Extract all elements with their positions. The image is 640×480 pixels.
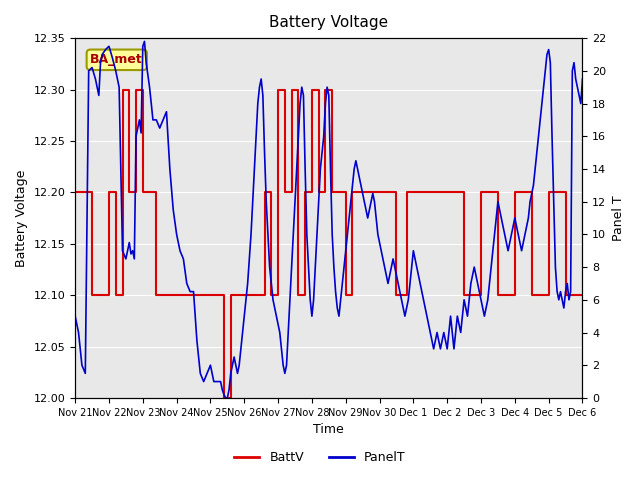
X-axis label: Time: Time: [314, 423, 344, 436]
Text: BA_met: BA_met: [90, 53, 143, 66]
Y-axis label: Battery Voltage: Battery Voltage: [15, 169, 28, 267]
Title: Battery Voltage: Battery Voltage: [269, 15, 388, 30]
Y-axis label: Panel T: Panel T: [612, 195, 625, 241]
Legend: BattV, PanelT: BattV, PanelT: [229, 446, 411, 469]
